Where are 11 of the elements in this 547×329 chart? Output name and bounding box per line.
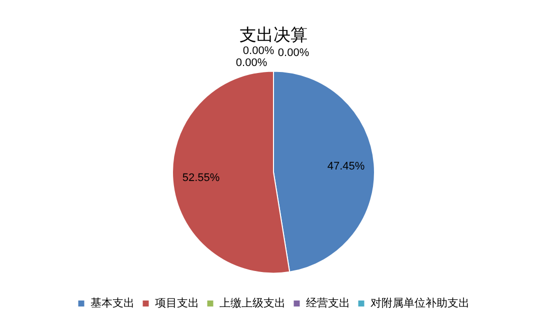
legend-label: 上缴上级支出 <box>219 296 286 310</box>
text: 0.00% <box>278 47 310 60</box>
data-label: 47.45% <box>327 160 365 172</box>
legend-label: 项目支出 <box>154 296 199 310</box>
text: 0.00% <box>236 57 268 70</box>
chart-title: 支出决算 <box>240 26 308 46</box>
data-label: 52.55% <box>182 172 220 184</box>
legend-label: 基本支出 <box>90 296 134 310</box>
text: 0.00% <box>242 45 274 58</box>
legend-label: 对附属单位补助支出 <box>370 296 470 310</box>
legend-label: 经营支出 <box>306 296 350 310</box>
